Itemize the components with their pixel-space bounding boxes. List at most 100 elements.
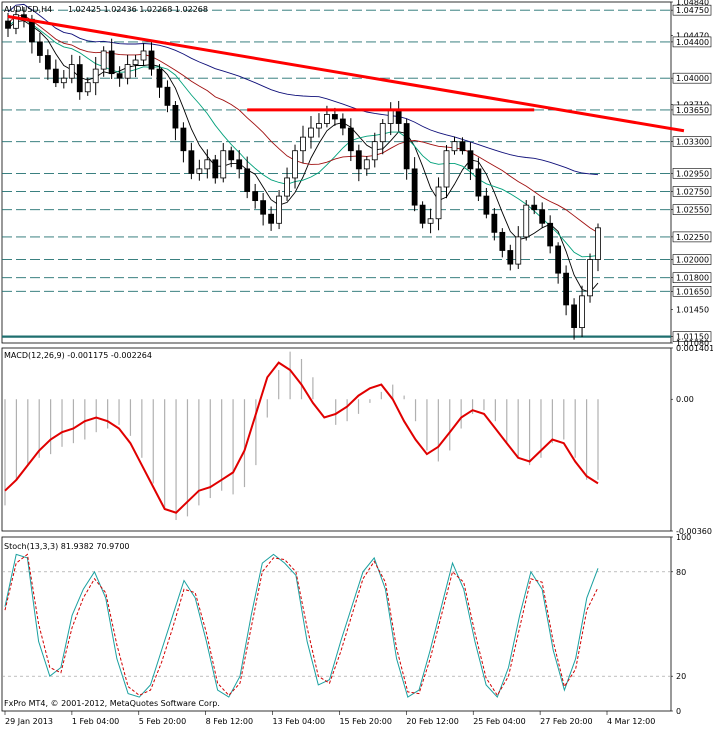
candle-body [411, 168, 418, 206]
chart-title-ohlc: 1.02425 1.02436 1.02268 1.02268 [68, 5, 208, 14]
time-tick-label: 4 Mar 12:00 [607, 717, 655, 726]
stoch-tick-label: 0 [676, 707, 681, 716]
time-tick-label: 20 Feb 12:00 [406, 717, 458, 726]
candle-body [387, 109, 394, 124]
candle-body [220, 150, 227, 179]
candle-body [347, 127, 354, 152]
candle-body [92, 68, 99, 84]
candle-body [403, 123, 410, 170]
candle-body [595, 227, 601, 260]
candle-body [100, 50, 107, 70]
price-tick-label: 1.02250 [676, 233, 709, 242]
candle-body [427, 218, 434, 224]
candle-body [579, 295, 585, 328]
candle-body [531, 204, 538, 211]
candle-body [148, 50, 155, 70]
copyright-text: FxPro MT4, © 2001-2012, MetaQuotes Softw… [4, 699, 220, 708]
ma-long-line [7, 3, 599, 176]
candle-body [5, 20, 11, 29]
stoch-tick-label: 100 [676, 533, 691, 542]
chart-title-symbol: AUDUSD,H4 [4, 5, 52, 14]
candle-body [300, 136, 306, 152]
price-tick-label: 1.01080 [676, 339, 709, 348]
candle-body [443, 150, 450, 188]
candle-body [459, 141, 466, 152]
price-tick-label: 1.03300 [676, 138, 709, 147]
candle-body [204, 159, 211, 170]
candle-body [252, 191, 259, 202]
stoch-label: Stoch(13,3,3) 81.9382 70.9700 [4, 542, 130, 551]
candle-body [36, 41, 43, 56]
candle-body [587, 259, 593, 297]
candle-body [363, 159, 370, 170]
candle-body [244, 168, 251, 192]
candle-body [571, 304, 577, 328]
price-tick-label: 1.04750 [676, 6, 709, 15]
candle-body [515, 236, 522, 265]
descending-trendline [7, 15, 685, 133]
stoch-signal-line [4, 553, 599, 697]
time-tick-label: 15 Feb 20:00 [339, 717, 391, 726]
candle-body [180, 127, 187, 152]
macd-tick-label: 0.00 [676, 395, 694, 404]
candle-body [68, 64, 75, 79]
candle-body [316, 123, 322, 129]
price-tick-label: 1.01150 [676, 333, 709, 342]
macd-panel [1, 347, 672, 532]
time-tick-label: 5 Feb 20:00 [139, 717, 186, 726]
candle-body [268, 213, 275, 224]
price-tick-label: 1.01650 [676, 287, 709, 296]
candle-body [467, 150, 474, 170]
candle-body [132, 59, 139, 65]
candle-body [507, 250, 514, 265]
price-tick-label: 1.01450 [676, 305, 709, 314]
candle-body [164, 86, 171, 106]
candle-body [228, 150, 235, 161]
candle-body [29, 18, 35, 43]
candle-body [84, 82, 91, 93]
candle-body [276, 195, 282, 224]
price-tick-label: 1.02750 [676, 188, 709, 197]
candle-body [483, 195, 490, 215]
price-tick-label: 1.02000 [676, 256, 709, 265]
candle-body [44, 55, 51, 70]
candle-body [451, 141, 458, 152]
candle-body [395, 109, 402, 124]
candle-body [491, 213, 498, 233]
candle-body [331, 114, 338, 120]
stoch-tick-label: 20 [676, 672, 686, 681]
time-tick-label: 25 Feb 04:00 [473, 717, 525, 726]
candle-body [355, 150, 362, 170]
candle-body [292, 150, 298, 179]
price-tick-label: 1.03650 [676, 106, 709, 115]
candle-body [108, 50, 115, 75]
price-tick-label: 1.04840 [676, 0, 709, 7]
candle-body [260, 200, 267, 215]
macd-signal-line [4, 361, 599, 514]
candle-body [563, 272, 570, 306]
price-tick-label: 1.04000 [676, 74, 709, 83]
stoch-tick-label: 80 [676, 568, 686, 577]
ma-fast-line [7, 20, 599, 293]
candle-body [212, 159, 219, 179]
price-tick-label: 1.02550 [676, 206, 709, 215]
candle-body [324, 114, 330, 124]
candle-body [116, 73, 123, 79]
macd-tick-label: 0.001401 [676, 344, 713, 353]
price-tick-label: 1.04470 [676, 32, 709, 41]
candle-body [308, 127, 314, 138]
candle-body [284, 177, 290, 197]
candle-body [236, 159, 243, 170]
candle-body [419, 204, 426, 224]
candle-body [371, 141, 378, 161]
candle-body [188, 150, 195, 174]
candle-body [435, 186, 442, 220]
candle-body [475, 168, 482, 197]
stoch-panel [1, 536, 672, 712]
candle-body [140, 50, 147, 61]
candle-body [76, 64, 83, 93]
candle-body [172, 104, 179, 129]
time-tick-label: 27 Feb 20:00 [540, 717, 592, 726]
